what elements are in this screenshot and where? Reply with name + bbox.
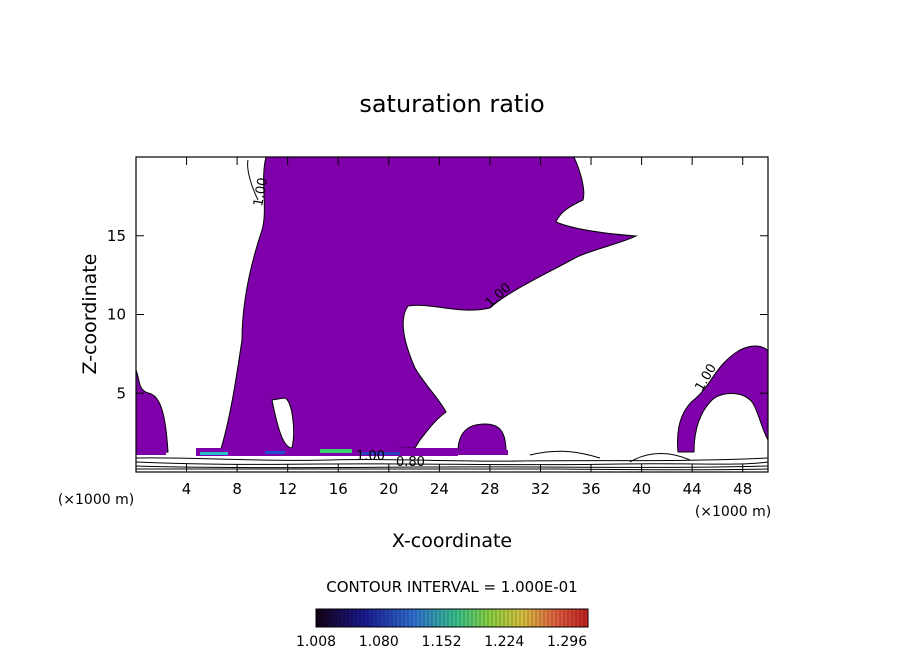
x-tick-label: 44 — [683, 480, 702, 498]
left-edge-region — [136, 369, 169, 453]
contour-interval-text: CONTOUR INTERVAL = 1.000E-01 — [326, 578, 577, 596]
x-tick-label: 36 — [581, 480, 600, 498]
chart-title: saturation ratio — [359, 90, 544, 118]
x-tick-label: 8 — [232, 480, 242, 498]
contour-label-0-80: 0.80 — [396, 455, 425, 470]
x-tick-label: 20 — [379, 480, 398, 498]
contour-label-top-left: 1.00 — [251, 177, 271, 208]
saturation-fill-regions — [136, 157, 768, 456]
x-tick-label: 48 — [733, 480, 752, 498]
x-tick-label: 4 — [182, 480, 192, 498]
supersat-streak-1 — [200, 452, 228, 455]
x-tick-label: 28 — [480, 480, 499, 498]
supersat-streak-2 — [320, 449, 352, 453]
x-axis-label: X-coordinate — [392, 530, 512, 552]
x-tick-label: 32 — [531, 480, 550, 498]
y-tick-label: 5 — [116, 384, 126, 402]
colorbar-tick-label: 1.224 — [484, 634, 524, 650]
supersat-streak-4 — [360, 452, 400, 455]
x-tick-label: 12 — [278, 480, 297, 498]
colorbar-tick-label: 1.152 — [421, 634, 461, 650]
supersat-streak-3 — [265, 451, 285, 454]
colorbar-tick-label: 1.080 — [359, 634, 399, 650]
x-tick-label: 16 — [329, 480, 348, 498]
low-level-band-left — [136, 449, 166, 455]
y-tick-label: 15 — [107, 227, 126, 245]
z-unit-label: (×1000 m) — [695, 504, 771, 520]
main-cloud-region — [219, 157, 638, 453]
y-axis-ticks: 5 10 15 — [107, 227, 768, 402]
y-tick-label: 10 — [107, 306, 126, 324]
x-unit-label: (×1000 m) — [58, 492, 134, 508]
mid-bump-region — [457, 423, 507, 453]
low-level-band-mid — [458, 450, 508, 455]
colorbar-divisions — [319, 609, 585, 627]
colorbar-tick-labels: 1.008 1.080 1.152 1.224 1.296 — [296, 634, 587, 650]
y-axis-label: Z-coordinate — [79, 254, 101, 375]
right-cloud-region — [677, 345, 768, 453]
x-axis-ticks: 4 8 12 16 20 24 28 32 36 40 44 48 — [182, 157, 752, 498]
x-tick-label: 24 — [430, 480, 449, 498]
x-tick-label: 40 — [632, 480, 651, 498]
contour-label-surface: 1.00 — [356, 449, 385, 464]
colorbar-tick-label: 1.296 — [547, 634, 587, 650]
colorbar-tick-label: 1.008 — [296, 634, 336, 650]
